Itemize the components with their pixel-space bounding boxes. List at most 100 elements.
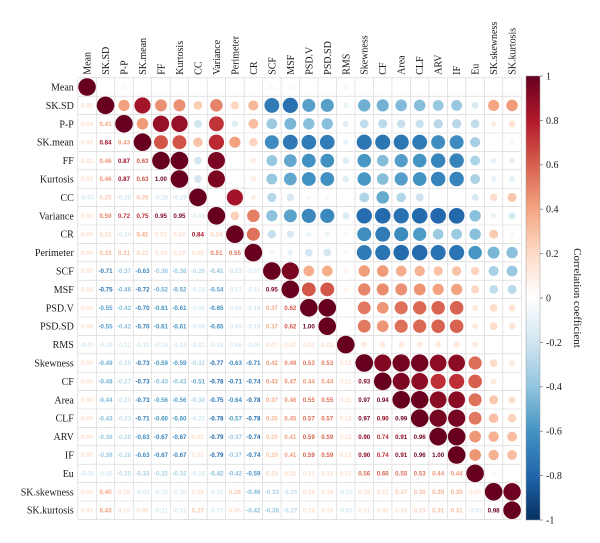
correlation-value: 0.04	[81, 121, 94, 128]
correlation-value: 0.12	[377, 489, 390, 496]
correlation-circle	[507, 192, 517, 202]
correlation-circle	[302, 98, 316, 112]
correlation-value: 0.51	[210, 250, 223, 257]
row-label: SCF	[56, 267, 74, 278]
correlation-value: 0.37	[266, 397, 279, 404]
correlation-value: -0.73	[135, 360, 150, 367]
row-label: PSD.V	[46, 303, 75, 314]
correlation-value: -0.71	[228, 379, 243, 386]
correlation-value: -0.38	[98, 434, 113, 441]
correlation-value: 0.24	[210, 231, 223, 238]
correlation-value: -0.18	[191, 287, 206, 294]
column-label: Eu	[471, 64, 482, 75]
correlation-value: 0.57	[303, 415, 316, 422]
correlation-circle	[231, 120, 239, 128]
correlation-circle	[376, 283, 389, 296]
correlation-value: 0.74	[377, 434, 390, 441]
correlation-value: -0.64	[228, 397, 243, 404]
correlation-value: 1.00	[432, 452, 445, 459]
correlation-circle	[210, 99, 223, 112]
correlation-circle	[392, 372, 410, 390]
correlation-value: -0.61	[172, 323, 187, 330]
colorbar-tick-label: 1	[546, 71, 551, 82]
correlation-circle	[430, 153, 446, 168]
correlation-value: -0.01	[191, 213, 206, 220]
correlation-circle	[469, 228, 481, 240]
correlation-value: -0.46	[117, 287, 132, 294]
correlation-value: -0.42	[117, 323, 132, 330]
correlation-circle	[451, 228, 462, 240]
correlation-value: -0.02	[339, 507, 354, 514]
correlation-value: 0.60	[377, 471, 390, 478]
correlation-value: -0.10	[154, 489, 169, 496]
correlation-value: -0.20	[117, 195, 132, 202]
correlation-circle	[233, 177, 237, 181]
correlation-circle	[489, 229, 499, 239]
correlation-circle	[375, 134, 391, 150]
column-label: Perimeter	[230, 35, 241, 75]
diagonal-circle	[133, 133, 152, 151]
correlation-circle	[412, 172, 427, 186]
correlation-value: 0.46	[284, 397, 297, 404]
correlation-value: 0.29	[266, 452, 279, 459]
correlation-circle	[451, 283, 463, 296]
correlation-value: -0.03	[339, 489, 354, 496]
correlation-value: -0.43	[154, 379, 169, 386]
correlation-value: 0.03	[173, 231, 186, 238]
correlation-value: -0.09	[228, 305, 243, 312]
correlation-value: 0.12	[340, 452, 353, 459]
correlation-value: 0.55	[229, 250, 242, 257]
correlation-value: 0.93	[358, 379, 371, 386]
correlation-value: -0.07	[80, 342, 95, 349]
correlation-value: 0.55	[395, 471, 408, 478]
correlation-circle	[378, 119, 388, 129]
correlation-value: 0.57	[321, 415, 334, 422]
correlation-circle	[230, 211, 240, 221]
correlation-circle	[510, 343, 514, 346]
correlation-value: -0.67	[154, 434, 169, 441]
correlation-value: -0.59	[172, 360, 187, 367]
correlation-value: -0.37	[228, 434, 243, 441]
correlation-value: 0.11	[340, 379, 352, 386]
correlation-value: 0.99	[395, 415, 408, 422]
correlation-circle	[489, 193, 498, 202]
correlation-circle	[432, 283, 444, 296]
correlation-circle	[303, 118, 315, 130]
correlation-value: -0.78	[246, 397, 261, 404]
correlation-circle	[449, 153, 464, 168]
correlation-circle	[250, 157, 257, 164]
correlation-value: -0.19	[172, 195, 187, 202]
correlation-circle	[472, 304, 479, 311]
correlation-value: -0.23	[117, 397, 132, 404]
correlation-circle	[154, 99, 167, 112]
correlation-value: -0.17	[228, 287, 243, 294]
correlation-value: 0.90	[358, 452, 371, 459]
colorbar-ticks: 1 0.8 0.6 0.4 0.2 0 -0.2 -0.4 -0.6 -0.8 -1	[540, 71, 562, 526]
colorbar-tick-label: 0.8	[546, 116, 559, 127]
correlation-value: -0.06	[228, 342, 243, 349]
correlation-circle	[508, 304, 516, 312]
diagonal-circle	[300, 299, 318, 317]
correlation-circle	[451, 266, 462, 276]
correlation-value: 0.62	[284, 305, 297, 312]
correlation-circle	[266, 210, 278, 222]
correlation-circle	[357, 319, 371, 333]
correlation-circle	[429, 409, 447, 427]
correlation-value: -0.42	[246, 507, 261, 514]
correlation-value: -0.37	[117, 268, 132, 275]
correlation-value: -0.67	[172, 452, 187, 459]
correlation-circle	[490, 176, 497, 182]
correlation-value: -0.15	[209, 342, 224, 349]
correlation-value: 0.84	[192, 231, 205, 238]
column-label: ARV	[434, 54, 445, 75]
correlation-circle	[356, 134, 372, 150]
correlation-circle	[429, 391, 447, 409]
correlation-circle	[376, 173, 389, 185]
correlation-circle	[432, 228, 444, 240]
correlation-circle	[394, 227, 409, 242]
correlation-circle	[173, 99, 186, 112]
correlation-value: 0.00	[81, 250, 94, 257]
correlation-value: -0.25	[117, 471, 132, 478]
correlation-circle	[415, 119, 424, 129]
column-label: CR	[249, 61, 260, 75]
